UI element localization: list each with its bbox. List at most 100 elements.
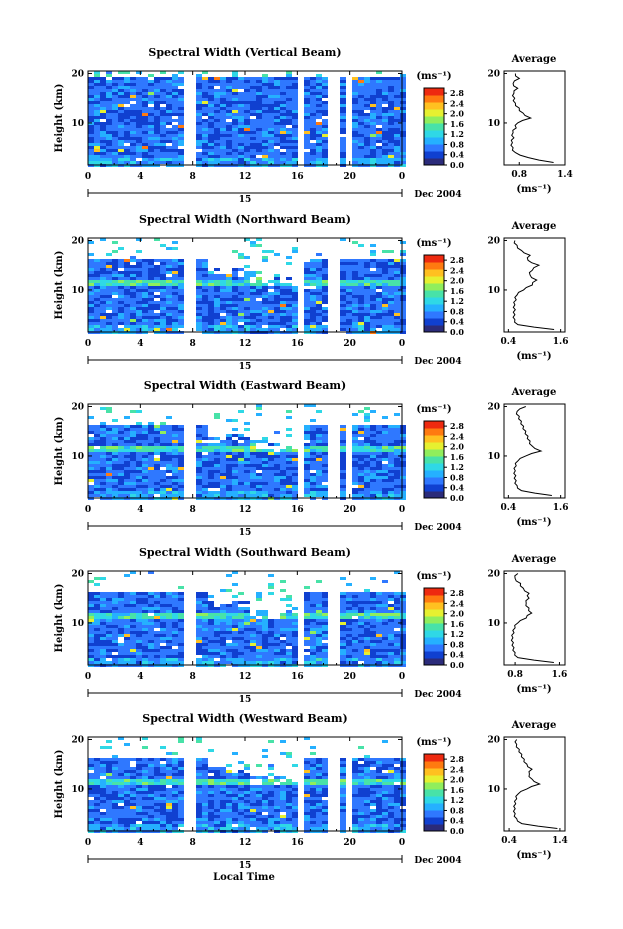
heatmap-cell bbox=[376, 155, 382, 158]
heatmap-cell bbox=[262, 89, 268, 92]
heatmap-cell bbox=[130, 328, 136, 331]
heatmap-cell bbox=[160, 637, 166, 640]
heatmap-cell bbox=[88, 131, 94, 134]
heatmap-cell bbox=[118, 304, 124, 307]
heatmap-cell bbox=[388, 458, 394, 461]
heatmap-cell bbox=[160, 449, 166, 452]
heatmap-cell bbox=[346, 640, 352, 643]
heatmap-cell bbox=[232, 107, 238, 110]
heatmap-cell bbox=[232, 313, 238, 316]
heatmap-cell bbox=[280, 628, 286, 631]
heatmap-cell bbox=[148, 658, 154, 661]
heatmap-cell bbox=[208, 280, 214, 283]
heatmap-cell bbox=[202, 446, 208, 449]
heatmap-cell bbox=[322, 307, 328, 310]
heatmap-cell bbox=[268, 646, 274, 649]
heatmap-cell bbox=[388, 250, 394, 253]
heatmap-cell bbox=[340, 131, 346, 134]
heatmap-cell bbox=[172, 434, 178, 437]
heatmap-cell bbox=[256, 325, 262, 328]
heatmap-cell bbox=[358, 449, 364, 452]
heatmap-cell bbox=[280, 113, 286, 116]
heatmap-cell bbox=[124, 616, 130, 619]
heatmap-cell bbox=[208, 107, 214, 110]
heatmap-cell bbox=[160, 443, 166, 446]
heatmap-cell bbox=[250, 95, 256, 98]
heatmap-cell bbox=[280, 658, 286, 661]
heatmap-cell bbox=[160, 646, 166, 649]
heatmap-cell bbox=[232, 583, 238, 586]
heatmap-cell bbox=[262, 449, 268, 452]
heatmap-cell bbox=[166, 271, 172, 274]
heatmap-cell bbox=[136, 304, 142, 307]
heatmap-cell bbox=[382, 250, 388, 253]
heatmap-cell bbox=[358, 443, 364, 446]
heatmap-cell bbox=[250, 292, 256, 295]
heatmap-cell bbox=[340, 77, 346, 80]
heatmap-cell bbox=[268, 467, 274, 470]
panel-title: Spectral Width (Northward Beam) bbox=[139, 213, 351, 226]
heatmap-cell bbox=[310, 313, 316, 316]
heatmap-cell bbox=[376, 637, 382, 640]
heatmap-cell bbox=[352, 473, 358, 476]
heatmap-cell bbox=[388, 77, 394, 80]
average-y-tick-label: 10 bbox=[487, 452, 500, 462]
heatmap-cell bbox=[160, 77, 166, 80]
heatmap-cell bbox=[322, 259, 328, 262]
heatmap-cell bbox=[214, 646, 220, 649]
heatmap-cell bbox=[172, 119, 178, 122]
heatmap-cell bbox=[196, 452, 202, 455]
heatmap-cell bbox=[250, 467, 256, 470]
heatmap-cell bbox=[238, 449, 244, 452]
colorbar-swatch bbox=[424, 311, 444, 319]
heatmap-cell bbox=[340, 446, 346, 449]
heatmap-cell bbox=[100, 488, 106, 491]
heatmap-cell bbox=[280, 640, 286, 643]
heatmap-cell bbox=[400, 298, 406, 301]
heatmap-cell bbox=[130, 286, 136, 289]
heatmap-cell bbox=[166, 455, 172, 458]
heatmap-cell bbox=[196, 286, 202, 289]
heatmap-cell bbox=[238, 280, 244, 283]
heatmap-cell bbox=[196, 259, 202, 262]
heatmap-cell bbox=[214, 328, 220, 331]
heatmap-cell bbox=[274, 152, 280, 155]
heatmap-cell bbox=[358, 289, 364, 292]
heatmap-cell bbox=[136, 155, 142, 158]
heatmap-cell bbox=[136, 143, 142, 146]
heatmap-cell bbox=[310, 89, 316, 92]
heatmap-cell bbox=[172, 322, 178, 325]
heatmap-cell bbox=[256, 307, 262, 310]
heatmap-cell bbox=[358, 307, 364, 310]
heatmap-cell bbox=[208, 316, 214, 319]
heatmap-cell bbox=[124, 467, 130, 470]
heatmap-cell bbox=[220, 473, 226, 476]
heatmap-cell bbox=[268, 476, 274, 479]
heatmap-cell bbox=[358, 325, 364, 328]
heatmap-cell bbox=[376, 446, 382, 449]
heatmap-cell bbox=[262, 155, 268, 158]
heatmap-cell bbox=[382, 158, 388, 161]
heatmap-cell bbox=[286, 631, 292, 634]
heatmap-cell bbox=[148, 149, 154, 152]
heatmap-cell bbox=[346, 310, 352, 313]
heatmap-cell bbox=[112, 440, 118, 443]
heatmap-cell bbox=[130, 277, 136, 280]
heatmap-cell bbox=[304, 592, 310, 595]
colorbar-unit: (ms⁻¹) bbox=[416, 238, 451, 249]
heatmap-cell bbox=[322, 652, 328, 655]
heatmap-cell bbox=[112, 607, 118, 610]
heatmap-cell bbox=[94, 161, 100, 164]
heatmap-cell bbox=[250, 443, 256, 446]
heatmap-cell bbox=[154, 304, 160, 307]
heatmap-cell bbox=[358, 319, 364, 322]
heatmap-cell bbox=[100, 298, 106, 301]
heatmap-cell bbox=[208, 131, 214, 134]
heatmap-cell bbox=[262, 455, 268, 458]
heatmap-cell bbox=[160, 661, 166, 664]
heatmap-cell bbox=[322, 616, 328, 619]
heatmap-cell bbox=[352, 458, 358, 461]
heatmap-cell bbox=[400, 479, 406, 482]
heatmap-cell bbox=[178, 613, 184, 616]
heatmap-cell bbox=[274, 316, 280, 319]
